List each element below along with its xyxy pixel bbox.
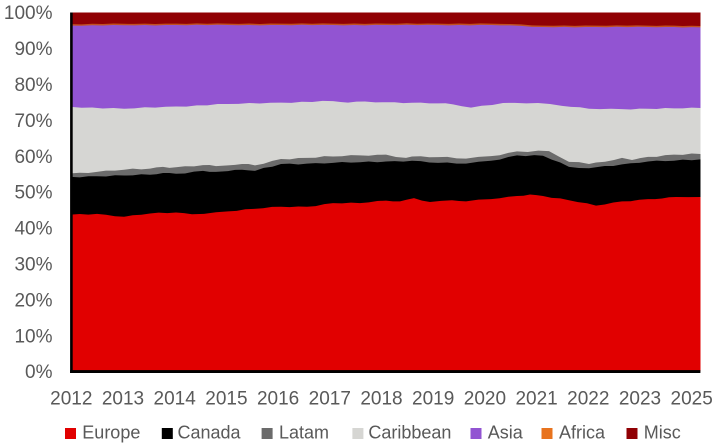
svg-text:2015: 2015 [205, 388, 247, 409]
svg-text:Europe: Europe [82, 422, 140, 442]
svg-text:50%: 50% [14, 183, 52, 204]
svg-text:2019: 2019 [412, 388, 454, 409]
svg-text:2025: 2025 [671, 388, 713, 409]
svg-text:Caribbean: Caribbean [368, 422, 451, 442]
svg-text:2022: 2022 [567, 388, 609, 409]
svg-text:Misc: Misc [644, 422, 681, 442]
svg-text:70%: 70% [14, 111, 52, 132]
svg-text:2017: 2017 [309, 388, 351, 409]
svg-text:2020: 2020 [464, 388, 506, 409]
svg-text:2012: 2012 [50, 388, 92, 409]
svg-text:2021: 2021 [515, 388, 557, 409]
svg-text:40%: 40% [14, 219, 52, 240]
svg-text:80%: 80% [14, 75, 52, 96]
svg-text:0%: 0% [25, 362, 53, 383]
svg-text:2013: 2013 [102, 388, 144, 409]
svg-text:2023: 2023 [619, 388, 661, 409]
svg-text:10%: 10% [14, 326, 52, 347]
svg-text:Latam: Latam [279, 422, 329, 442]
svg-text:90%: 90% [14, 39, 52, 60]
svg-text:Africa: Africa [559, 422, 606, 442]
svg-text:Canada: Canada [178, 422, 242, 442]
svg-text:Asia: Asia [488, 422, 524, 442]
svg-text:2014: 2014 [154, 388, 197, 409]
svg-text:60%: 60% [14, 147, 52, 168]
svg-text:20%: 20% [14, 290, 52, 311]
svg-text:30%: 30% [14, 255, 52, 276]
svg-text:2018: 2018 [360, 388, 402, 409]
svg-text:2016: 2016 [257, 388, 299, 409]
svg-text:100%: 100% [4, 3, 53, 24]
